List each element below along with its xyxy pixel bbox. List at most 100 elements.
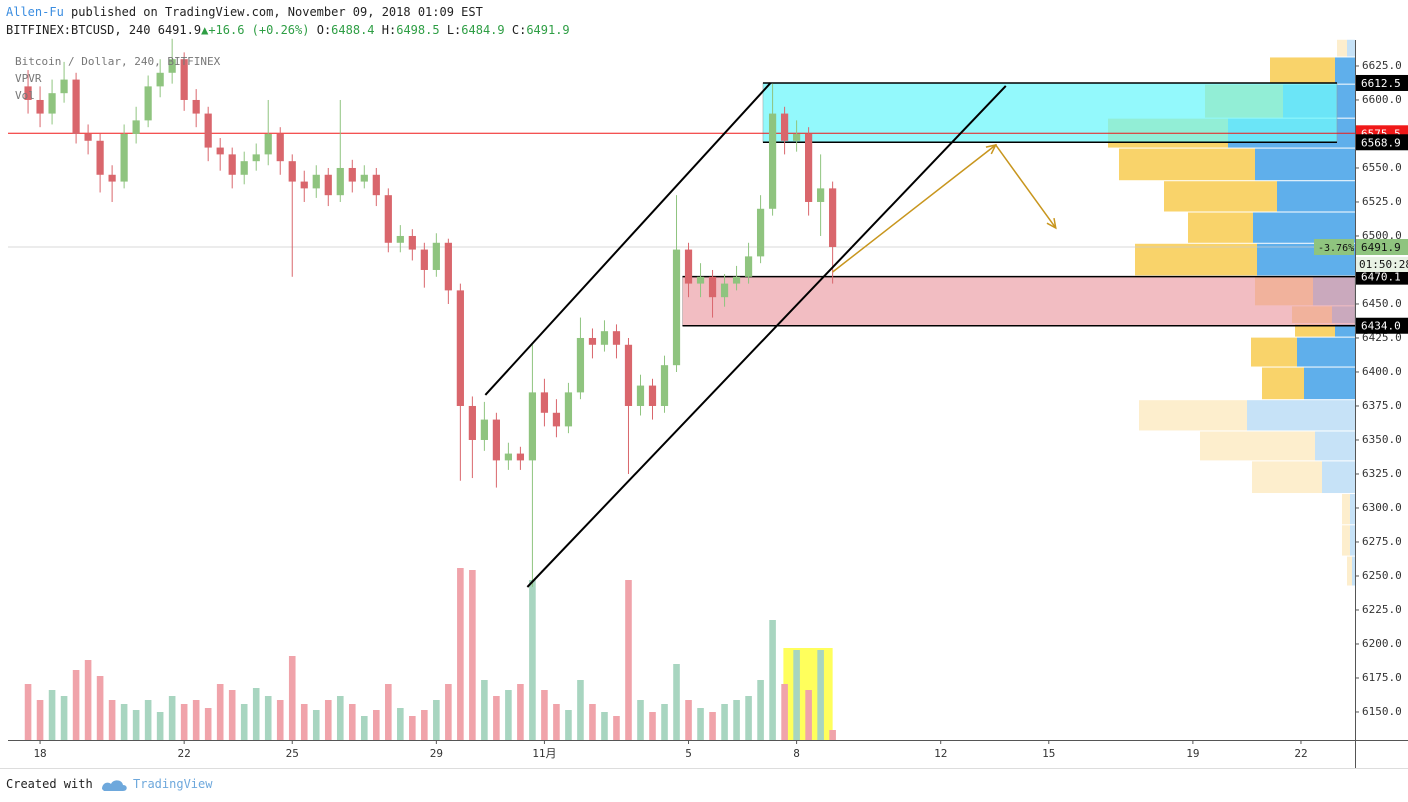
volume-bar xyxy=(829,730,836,740)
candle-body xyxy=(312,174,320,189)
volume-bar xyxy=(697,708,704,740)
last-change-box xyxy=(1314,238,1354,255)
volume-bar xyxy=(96,676,104,740)
candle-body xyxy=(708,276,717,298)
volume-bar xyxy=(360,716,368,740)
profile-up xyxy=(1352,556,1355,586)
candle-body xyxy=(252,154,260,162)
chart-title: Bitcoin / Dollar, 240, BITFINEX xyxy=(15,55,221,68)
volume-bar xyxy=(589,704,596,740)
profile-down xyxy=(1347,556,1352,586)
volume-bar xyxy=(529,580,536,740)
candle-body xyxy=(612,331,621,345)
volume-bar xyxy=(132,710,140,740)
volume-bar xyxy=(709,712,716,740)
candle-body xyxy=(636,385,645,406)
volume-bar xyxy=(48,690,56,740)
profile-up xyxy=(1304,367,1355,400)
level-label: 6568.9 xyxy=(1361,136,1401,149)
candle-body xyxy=(516,453,525,461)
volume-bar xyxy=(144,700,152,740)
candle-body xyxy=(192,99,200,114)
candle-body xyxy=(336,167,344,196)
volume-bar xyxy=(36,700,44,740)
candle-body xyxy=(552,412,561,427)
candle-body xyxy=(504,453,512,461)
symbol-line: BITFINEX:BTCUSD, 240 6491.9▲+16.6 (+0.26… xyxy=(6,23,570,37)
volume-bar xyxy=(721,704,728,740)
trendline xyxy=(526,85,1007,588)
volume-bar xyxy=(505,690,512,740)
candle-body xyxy=(420,249,428,270)
zone-box xyxy=(682,276,1356,326)
volume-bar xyxy=(685,700,692,740)
volume-bar xyxy=(637,700,644,740)
candle-body xyxy=(60,79,68,94)
volume-bar xyxy=(577,680,584,740)
candle-body xyxy=(588,337,597,345)
volume-bar xyxy=(745,696,752,740)
profile-down xyxy=(1188,212,1253,243)
x-tick-label: 8 xyxy=(793,747,800,760)
candle-body xyxy=(204,113,212,148)
profile-up xyxy=(1350,525,1355,556)
volume-bar xyxy=(397,708,404,740)
y-tick-label: 6625.0 xyxy=(1362,59,1402,72)
volume-bar xyxy=(769,620,776,740)
candle-body xyxy=(432,242,440,270)
candle-body xyxy=(468,405,476,440)
volume-bar xyxy=(156,712,164,740)
profile-up xyxy=(1255,148,1355,181)
profile-up xyxy=(1247,400,1355,431)
y-tick-label: 6300.0 xyxy=(1362,501,1402,514)
candle-body xyxy=(528,392,537,461)
profile-up xyxy=(1335,57,1355,84)
volume-bar xyxy=(733,700,740,740)
candle-body xyxy=(480,419,488,440)
volume-bar xyxy=(493,696,500,740)
footer: Created with xyxy=(6,777,93,791)
indicator: Vol xyxy=(15,89,35,102)
candle-body xyxy=(648,385,657,406)
volume-bar xyxy=(649,712,656,740)
candle-body xyxy=(96,140,104,175)
x-tick-label: 25 xyxy=(286,747,299,760)
volume-bar xyxy=(24,684,32,740)
level-label-box xyxy=(1356,74,1408,91)
y-tick-label: 6500.0 xyxy=(1362,229,1402,242)
volume-bar xyxy=(445,684,452,740)
volume-bar xyxy=(757,680,764,740)
brand: TradingView xyxy=(133,777,212,791)
candle-body xyxy=(84,133,92,141)
volume-bar xyxy=(72,670,80,740)
candle-body xyxy=(72,79,80,134)
y-tick-label: 6525.0 xyxy=(1362,195,1402,208)
volume-bar xyxy=(805,690,812,740)
candle-body xyxy=(276,133,284,162)
volume-bar xyxy=(240,704,248,740)
candle-body xyxy=(348,167,356,182)
y-tick-label: 6225.0 xyxy=(1362,603,1402,616)
profile-up xyxy=(1297,337,1355,367)
x-tick-label: 19 xyxy=(1186,747,1199,760)
volume-bar xyxy=(613,716,620,740)
candle-body xyxy=(732,276,741,284)
x-tick-label: 22 xyxy=(1294,747,1307,760)
profile-down xyxy=(1251,337,1297,367)
x-tick-label: 18 xyxy=(33,747,46,760)
y-tick-label: 6350.0 xyxy=(1362,433,1402,446)
volume-bar xyxy=(601,712,608,740)
volume-bar xyxy=(793,650,800,740)
candle-body xyxy=(492,419,500,461)
profile-down xyxy=(1135,243,1257,276)
candle-body xyxy=(228,154,236,175)
profile-down xyxy=(1200,431,1315,461)
trendline xyxy=(484,82,772,396)
volume-bar xyxy=(348,704,356,740)
candle-body xyxy=(396,235,404,243)
candle-body xyxy=(372,174,380,196)
x-tick-label: 5 xyxy=(685,747,692,760)
x-tick-label: 22 xyxy=(178,747,191,760)
candle-body xyxy=(264,133,272,155)
